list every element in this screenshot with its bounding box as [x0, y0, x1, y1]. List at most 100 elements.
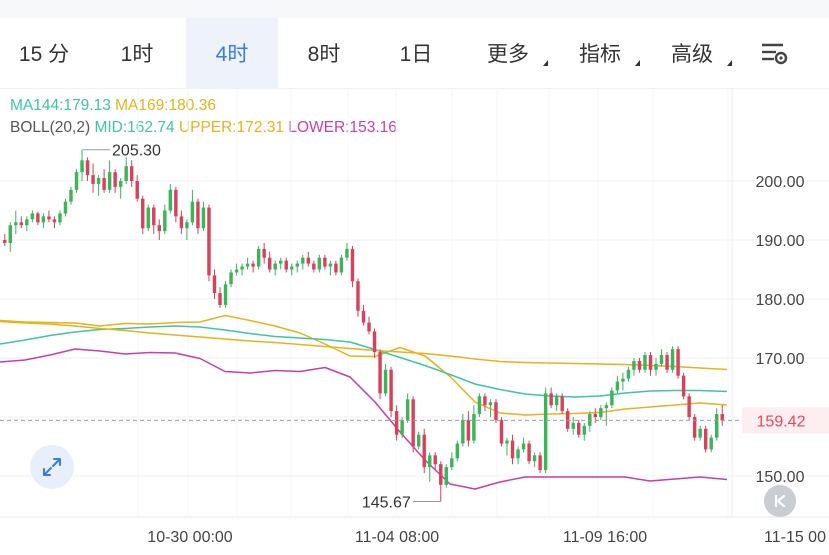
tab-label: 15 分 [18, 43, 70, 66]
candle-body [63, 201, 68, 214]
candle [632, 358, 636, 376]
tab-1d[interactable]: 1日 [370, 18, 462, 88]
jump-to-latest-button[interactable] [764, 485, 796, 517]
tab-4h[interactable]: 4时 [186, 18, 278, 88]
candle [317, 254, 322, 273]
y-tick-label: 150.00 [756, 469, 805, 486]
candle-body [538, 455, 542, 471]
candle-body [146, 207, 150, 229]
candle-body [626, 369, 631, 379]
candle [648, 352, 653, 376]
candle [356, 278, 360, 317]
candle-body [521, 443, 526, 450]
candle [532, 452, 537, 468]
candle [47, 210, 51, 223]
candle-body [483, 396, 487, 406]
candle [196, 198, 200, 235]
jump-to-latest-icon [774, 494, 786, 508]
candle [361, 304, 366, 326]
candle-body [461, 419, 465, 444]
candles [3, 149, 724, 502]
candle-body [19, 222, 24, 226]
boll-lower-value: LOWER:153.16 [288, 119, 397, 136]
candle [19, 216, 24, 229]
tab-indicators-dropdown[interactable]: 指标 [554, 18, 646, 88]
candle [654, 358, 658, 376]
candle [670, 346, 675, 373]
candle-body [637, 360, 642, 370]
candle [52, 216, 57, 229]
candle [472, 405, 476, 444]
candle-body [621, 378, 625, 382]
candle-body [245, 263, 250, 267]
candle [85, 157, 90, 181]
candle-body [488, 402, 493, 406]
candle [179, 210, 184, 235]
candle-body [599, 408, 603, 417]
candle [279, 257, 283, 270]
candle-body [681, 375, 686, 397]
candle-body [251, 263, 255, 267]
candle-body [604, 405, 609, 409]
candle [621, 372, 625, 391]
tab-more-dropdown[interactable]: 更多 [462, 18, 554, 88]
candle [626, 366, 631, 382]
candle-body [632, 360, 636, 370]
grid-lines [0, 88, 829, 518]
tab-15min[interactable]: 15 分 [0, 18, 88, 88]
ma144-line [0, 325, 728, 398]
candle-body [394, 411, 399, 435]
candle-body [124, 166, 128, 181]
candle-body [703, 428, 708, 450]
candle-body [284, 260, 288, 270]
tab-label: 更多 [487, 43, 529, 66]
candle [405, 393, 410, 423]
candle-body [439, 464, 443, 485]
candle [262, 242, 266, 264]
last-price-label: 159.42 [757, 413, 806, 430]
candle [516, 446, 520, 465]
candle [538, 452, 542, 474]
candle [284, 257, 288, 273]
tab-1h[interactable]: 1时 [88, 18, 186, 88]
chart-settings-button[interactable] [738, 18, 810, 88]
candle-body [190, 201, 195, 223]
candle [3, 234, 7, 246]
tab-advanced-dropdown[interactable]: 高级 [646, 18, 738, 88]
candle [113, 169, 117, 193]
low-price-label: 145.67 [362, 495, 411, 512]
candle [212, 269, 217, 299]
candle [245, 257, 250, 270]
candle-body [389, 369, 393, 412]
expand-chart-button[interactable] [30, 445, 74, 489]
candle [367, 316, 371, 335]
candle [450, 452, 454, 471]
candle-body [334, 263, 338, 273]
candle [30, 210, 35, 223]
candle [301, 254, 305, 270]
candle [334, 260, 338, 276]
candle-body [339, 257, 344, 273]
tab-8h[interactable]: 8时 [278, 18, 370, 88]
x-tick-label: 11-15 00 [764, 529, 826, 546]
candle [676, 346, 680, 379]
candle-body [477, 396, 482, 415]
candle-body [543, 393, 548, 471]
candle [416, 431, 421, 450]
candle [527, 440, 531, 465]
candle [267, 251, 272, 273]
candle [129, 160, 134, 187]
candle [643, 352, 647, 373]
candle-body [372, 331, 377, 353]
candle [383, 363, 388, 397]
candle [560, 393, 564, 415]
candle [174, 186, 178, 223]
candle-body [91, 175, 95, 184]
candle-body [416, 434, 421, 447]
candle [273, 260, 277, 276]
interval-tab-bar: 15 分 1时 4时 8时 1日 更多 指标 高级 [0, 18, 829, 89]
candlestick-chart[interactable]: 200.00190.00180.00170.00160.00150.0010-3… [0, 88, 829, 555]
candle-body [367, 322, 371, 332]
candle-body [383, 369, 388, 394]
